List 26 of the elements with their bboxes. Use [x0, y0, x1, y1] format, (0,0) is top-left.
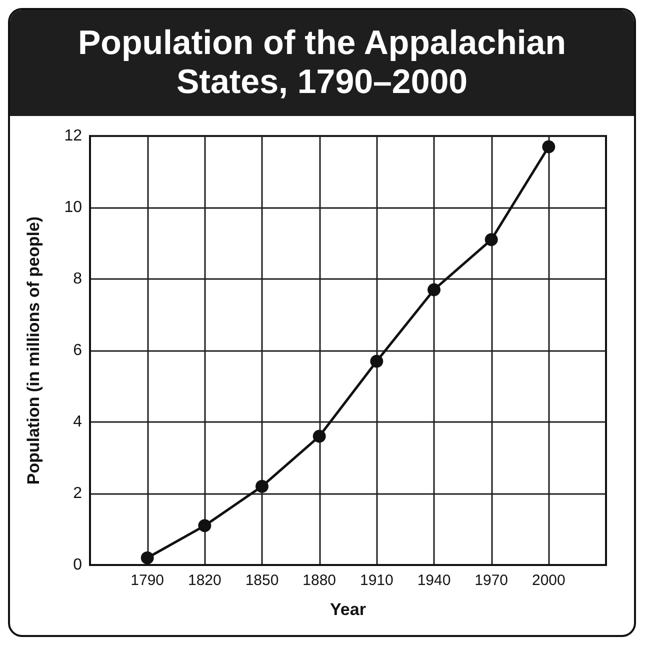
y-tick-label: 4 [73, 414, 82, 431]
x-tick-label: 1850 [245, 572, 279, 590]
x-tick-label: 1970 [474, 572, 508, 590]
chart-title: Population of the Appalachian States, 1790–2000 [10, 10, 634, 116]
point [542, 140, 556, 154]
x-axis-title: Year [330, 600, 366, 620]
x-tick-label: 1790 [130, 572, 164, 590]
point [140, 552, 154, 565]
point [484, 233, 498, 246]
y-axis-title: Population (in millions of people) [24, 216, 43, 485]
y-tick-label: 10 [64, 199, 82, 216]
x-tick-label: 2000 [532, 572, 566, 590]
point [370, 354, 384, 368]
y-tick-label: 2 [73, 485, 82, 502]
x-tick-label: 1880 [302, 572, 336, 590]
point [256, 480, 268, 494]
y-tick-label: 0 [73, 556, 82, 574]
x-tick-label: 1820 [188, 572, 222, 590]
y-tick-label: 6 [73, 342, 82, 360]
y-tick-label: 12 [64, 128, 82, 145]
point [428, 283, 440, 296]
point [312, 430, 326, 443]
point [198, 519, 212, 532]
x-tick-label: 1910 [360, 572, 394, 590]
y-tick-label: 8 [73, 270, 82, 288]
x-tick-label: 1940 [417, 572, 451, 590]
